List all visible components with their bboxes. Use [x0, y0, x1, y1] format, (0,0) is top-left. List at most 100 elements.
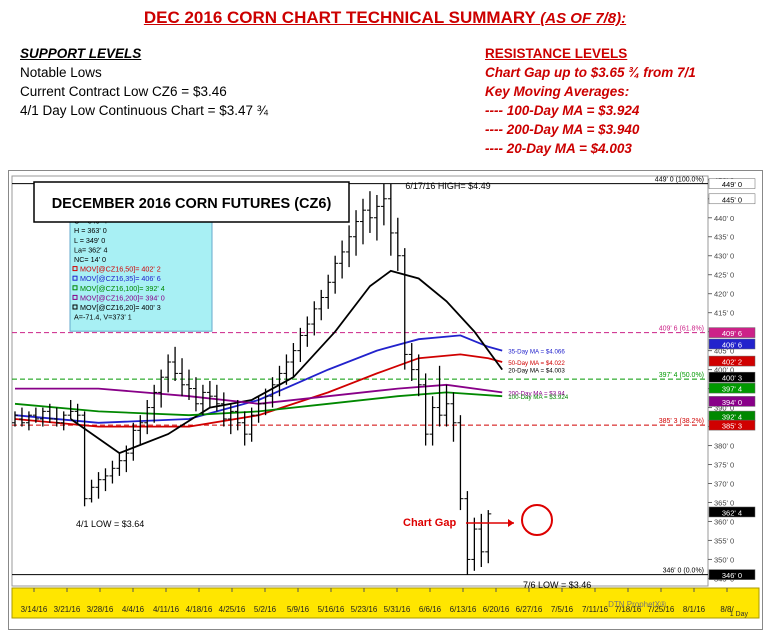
ohlc-bar [394, 217, 401, 271]
price-tag [708, 193, 756, 205]
y-tick-label: 370' 0 [714, 480, 734, 489]
price-tag-label: 392' 4 [722, 413, 742, 422]
y-tick-label: 425' 0 [714, 271, 734, 280]
price-tag [708, 419, 756, 431]
ohlc-bar [429, 396, 436, 446]
resistance-line: Key Moving Averages: [485, 84, 630, 99]
legend-entry: H = 363' 0 [74, 226, 107, 235]
price-tag-label: 409' 6 [722, 329, 742, 338]
retracement-label: 409' 6 (61.8%) [659, 326, 704, 333]
ohlc-bar [186, 369, 192, 400]
x-tick-label: 4/4/16 [122, 605, 145, 614]
x-tick-label: 7/11/16 [582, 605, 609, 614]
ohlc-bar [387, 183, 394, 256]
legend-marker [72, 266, 78, 272]
ohlc-bar [39, 407, 46, 427]
ohlc-bar [297, 327, 304, 363]
ohlc-bar [318, 289, 325, 321]
ohlc-bar [18, 407, 25, 427]
y-tick-label: 430' 0 [714, 252, 734, 261]
price-tag [708, 355, 756, 367]
x-tick-label: 5/16/16 [318, 605, 345, 614]
legend-marker [72, 285, 78, 291]
x-tick-label: 4/25/16 [219, 605, 246, 614]
x-tick-label: 8/8/ [720, 605, 734, 614]
legend-entry: MOV[@CZ16,100]= 392' 4 [80, 284, 165, 293]
moving-average-line [14, 391, 503, 417]
watermark: DTN ProphetX® [608, 600, 666, 609]
y-tick-label: 435' 0 [714, 233, 734, 242]
x-tick-label: 5/2/16 [254, 605, 277, 614]
ohlc-bar [311, 301, 318, 336]
y-tick-label: 355' 0 [714, 536, 734, 545]
x-tick-label: 6/20/16 [483, 605, 510, 614]
ohlc-bar [32, 407, 39, 423]
period-label: 1 Day [730, 611, 749, 618]
ohlc-bar [151, 384, 158, 423]
legend-marker [72, 304, 78, 310]
retracement-label: 346' 0 (0.0%) [663, 568, 704, 575]
ohlc-bar [95, 472, 102, 499]
y-tick-label: 420' 0 [714, 290, 734, 299]
x-tick-label: 5/9/16 [287, 605, 310, 614]
x-tick-label: 7/18/16 [615, 605, 642, 614]
support-line: 4/1 Day Low Continuous Chart = $3.47 ¾ [20, 103, 269, 118]
y-tick-label: 350' 0 [714, 555, 734, 564]
moving-average-line [15, 383, 503, 405]
legend-entry: L = 349' 0 [74, 236, 105, 245]
x-tick-label: 6/6/16 [419, 605, 442, 614]
ohlc-bar [165, 354, 172, 393]
price-tag-label: 362' 4 [722, 508, 742, 517]
price-tag-label: 449' 0 [722, 180, 742, 189]
ohlc-bar [220, 392, 227, 427]
support-levels: SUPPORT LEVELS Notable Lows Current Cont… [20, 44, 268, 120]
retracement-label: 397' 4 (50.0%) [659, 372, 704, 379]
moving-average-label: 35-Day MA = $4.066 [508, 349, 565, 356]
title-as-of: (AS OF 7/8): [540, 10, 627, 27]
ohlc-bar [485, 510, 492, 564]
legend-entry: MOV[@CZ16,35]= 406' 6 [80, 274, 161, 283]
ohlc-bar [46, 403, 53, 423]
legend-entry: NC= 14' 0 [74, 255, 106, 264]
price-tag [708, 396, 756, 407]
price-tag [708, 327, 756, 338]
x-tick-label: 4/18/16 [186, 605, 213, 614]
price-tag [708, 569, 756, 580]
ohlc-bar [144, 399, 151, 435]
chart-title: DECEMBER 2016 CORN FUTURES (CZ6) [52, 196, 332, 212]
resistance-line: ---- 20-Day MA = $4.003 [485, 141, 632, 156]
legend-entry: MOV[@CZ16,50]= 402' 2 [80, 265, 161, 274]
support-heading: SUPPORT LEVELS [20, 46, 142, 61]
resistance-line: ---- 100-Day MA = $3.924 [485, 103, 640, 118]
ohlc-bar [53, 407, 60, 427]
y-tick-label: 390' 0 [714, 404, 734, 413]
x-tick-label: 3/21/16 [54, 605, 81, 614]
ohlc-bar [332, 255, 339, 294]
ohlc-bar [325, 274, 332, 309]
moving-average-line [14, 334, 503, 424]
x-tick-label: 6/13/16 [450, 605, 477, 614]
price-tag [708, 506, 756, 518]
chart-gap-label: Chart Gap [403, 517, 456, 529]
x-tick-label: 5/31/16 [384, 605, 411, 614]
ohlc-bar [255, 396, 262, 423]
resistance-line: Chart Gap up to $3.65 ¾ from 7/1 [485, 65, 696, 80]
ohlc-bar [130, 422, 137, 461]
ohlc-bar [116, 453, 123, 476]
price-tag-label: 400' 3 [722, 374, 742, 383]
x-tick-label: 5/23/16 [351, 605, 378, 614]
ohlc-bar [81, 411, 88, 507]
moving-average-line [70, 269, 503, 455]
ohlc-bar [283, 354, 290, 385]
moving-average-line [14, 353, 503, 428]
ohlc-bar [241, 411, 248, 446]
price-tag-label: 406' 6 [722, 340, 742, 349]
legend-box [69, 203, 213, 332]
ohlc-bar [206, 381, 213, 408]
price-tag [708, 338, 756, 350]
ohlc-bar [276, 365, 283, 397]
ohlc-bar [172, 346, 179, 381]
ohlc-bar [436, 365, 443, 427]
price-tag-label: 402' 2 [722, 358, 742, 367]
